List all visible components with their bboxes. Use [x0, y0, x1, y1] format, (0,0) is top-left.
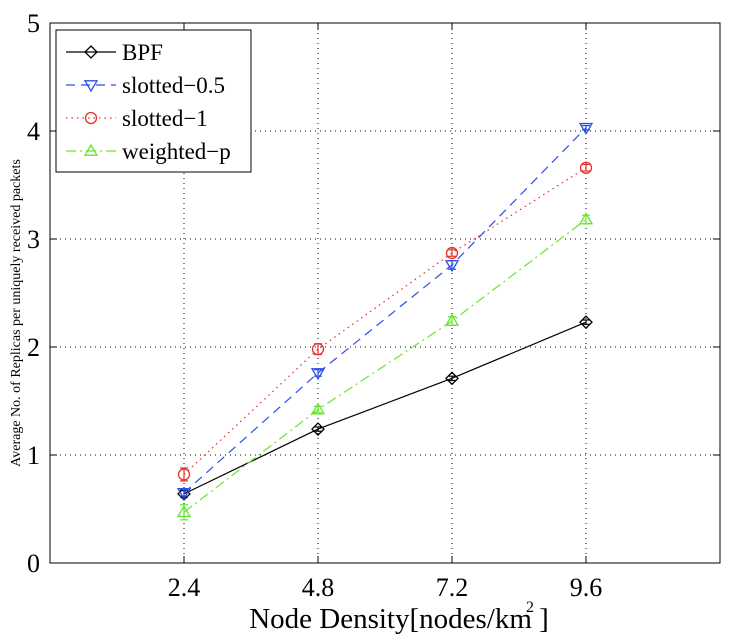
data-point-1-0 [176, 487, 192, 501]
legend-marker-2 [84, 111, 98, 125]
y-tick-label-0: 0 [27, 549, 40, 578]
x-tick-label-0: 2.4 [168, 573, 201, 602]
data-point-1-1 [310, 368, 326, 381]
legend-marker-0 [84, 45, 98, 59]
series-2 [177, 161, 593, 482]
data-point-2-2 [445, 246, 459, 260]
data-point-3-3 [578, 212, 594, 225]
axis-ticks: 0 1 2 3 4 5 2.4 4.8 7.2 9.6 [27, 9, 720, 602]
y-tick-label-5: 5 [27, 9, 40, 38]
series-line-3 [183, 219, 587, 513]
legend-label-0: BPF [122, 40, 163, 65]
legend: BPF slotted−0.5 slotted−1 weighted−p [55, 29, 252, 173]
legend-label-3: weighted−p [122, 139, 231, 164]
plot-frame [49, 22, 721, 564]
data-point-1-3 [578, 122, 594, 136]
series-1 [176, 122, 594, 501]
series-3 [176, 212, 594, 521]
y-tick-label-2: 2 [27, 333, 40, 362]
data-point-2-1 [311, 343, 325, 356]
data-point-3-1 [310, 402, 326, 415]
legend-marker-1 [83, 80, 99, 93]
x-axis-label: Node Density[nodes/km ] [249, 603, 549, 635]
data-point-1-2 [444, 260, 460, 273]
legend-label-1: slotted−0.5 [122, 73, 225, 98]
data-point-0-3 [579, 315, 593, 330]
y-tick-label-1: 1 [27, 441, 40, 470]
x-tick-label-1: 4.8 [302, 573, 335, 602]
x-axis-label-superscript: 2 [526, 599, 534, 616]
data-point-3-0 [176, 504, 192, 518]
y-tick-label-4: 4 [27, 117, 40, 146]
series-group [176, 122, 594, 521]
data-point-2-0 [177, 468, 191, 481]
data-point-2-3 [579, 161, 593, 174]
x-tick-label-2: 7.2 [436, 573, 469, 602]
x-tick-label-3: 9.6 [570, 573, 603, 602]
y-tick-label-3: 3 [27, 225, 40, 254]
legend-label-2: slotted−1 [122, 106, 208, 131]
data-point-0-2 [445, 371, 459, 386]
legend-marker-3 [83, 143, 99, 156]
data-point-3-2 [444, 313, 460, 326]
y-axis-label: Average No. of Replicas per uniquely rec… [9, 159, 24, 467]
data-point-0-1 [311, 422, 325, 436]
